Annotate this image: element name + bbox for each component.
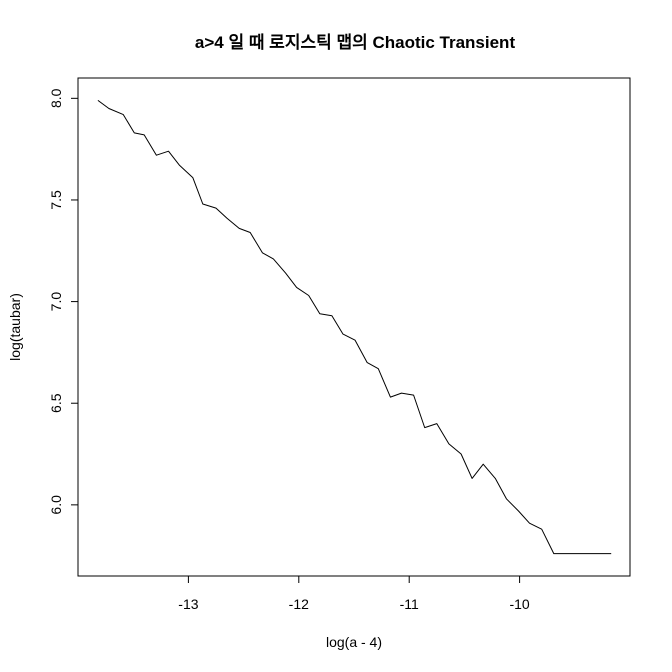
y-tick-label: 7.0 [48, 292, 64, 312]
y-tick-label: 8.0 [48, 88, 64, 108]
y-axis-label: log(taubar) [7, 293, 23, 361]
y-axis: 6.0 6.5 7.0 7.5 8.0 [48, 88, 79, 515]
x-tick-label: -10 [509, 596, 529, 612]
x-axis: -13 -12 -11 -10 [178, 575, 530, 612]
x-tick-label: -11 [400, 596, 419, 612]
x-tick-label: -13 [178, 596, 198, 612]
y-tick-label: 6.5 [48, 393, 64, 413]
chart-title: a>4 일 때 로지스틱 맵의 Chaotic Transient [195, 33, 516, 52]
y-tick-label: 7.5 [48, 190, 64, 210]
x-tick-label: -12 [289, 596, 309, 612]
series-layer [97, 99, 612, 555]
y-tick-label: 6.0 [48, 495, 64, 515]
series-line-0 [97, 99, 612, 555]
x-axis-label: log(a - 4) [326, 634, 382, 650]
plot-frame [77, 77, 631, 577]
